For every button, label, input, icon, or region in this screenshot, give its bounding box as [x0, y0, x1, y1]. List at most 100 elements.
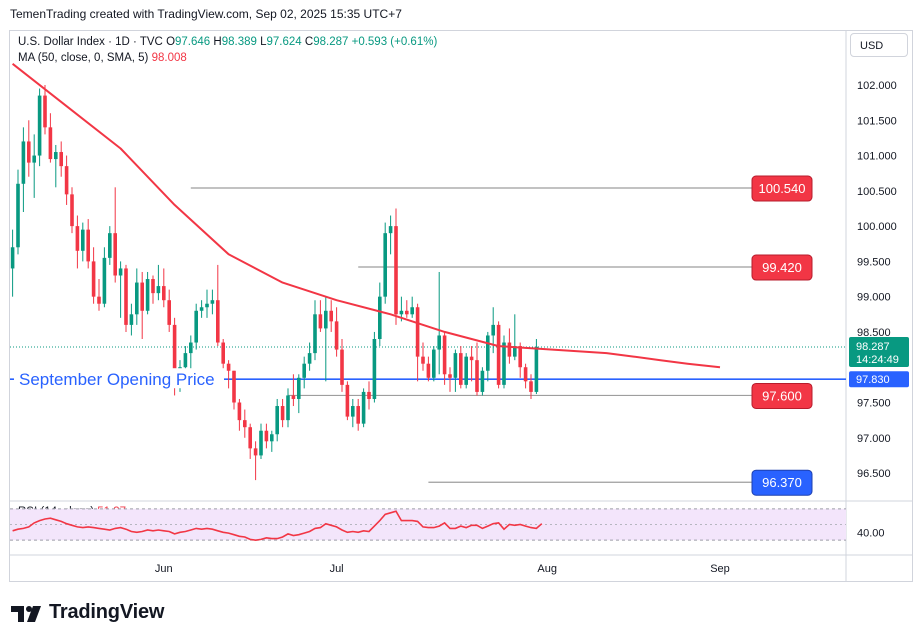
- september-label-bg: [14, 368, 224, 389]
- candle-body: [351, 406, 355, 417]
- y-tick-label: 102.000: [857, 80, 897, 92]
- level-badge: [751, 469, 813, 496]
- candle-body: [480, 370, 485, 392]
- candle-body: [378, 296, 382, 339]
- candle-body: [340, 349, 344, 385]
- candle-body: [518, 346, 522, 368]
- y-tick-label: 97.500: [857, 398, 891, 410]
- candle-body: [361, 391, 366, 424]
- last-price-label: 98.287: [856, 341, 890, 353]
- candle-body: [399, 310, 404, 315]
- high-value: 98.389: [221, 36, 257, 48]
- candle-body: [523, 367, 528, 382]
- candle-body: [221, 342, 225, 364]
- candle-body: [102, 257, 107, 304]
- open-value: 97.646: [175, 36, 211, 48]
- open-label: O: [166, 36, 176, 48]
- x-tick-label: Sep: [710, 563, 730, 575]
- close-label: C: [304, 36, 314, 48]
- y-tick-label: 100.000: [857, 221, 897, 233]
- candle-body: [464, 356, 468, 385]
- candle-body: [124, 268, 128, 325]
- candle-body: [270, 434, 274, 442]
- candle-body: [302, 363, 306, 378]
- candle-body: [507, 342, 512, 357]
- candle-body: [405, 310, 409, 315]
- rsi-tick-label: 40.00: [857, 527, 885, 539]
- candle-body: [275, 406, 279, 435]
- candle-body: [394, 226, 398, 315]
- candle-body: [286, 395, 290, 421]
- candle-body: [59, 152, 63, 167]
- candle-body: [118, 268, 123, 276]
- candle-body: [205, 303, 209, 308]
- close-value: 98.287: [313, 36, 349, 48]
- candle-body: [248, 427, 252, 449]
- candle-body: [475, 360, 479, 392]
- symbol-legend[interactable]: U.S. Dollar Index · 1D · TVC O97.646 H98…: [18, 36, 437, 48]
- september-price-badge: [849, 371, 909, 388]
- candle-body: [167, 300, 171, 325]
- candle-body: [27, 141, 31, 163]
- candle-body: [48, 127, 53, 160]
- candle-body: [291, 395, 296, 399]
- candle-body: [388, 226, 393, 234]
- candle-body: [329, 310, 333, 322]
- y-tick-label: 101.500: [857, 115, 897, 127]
- candle-body: [145, 279, 150, 311]
- september-price-label: 97.830: [856, 374, 890, 386]
- tradingview-logo[interactable]: TradingView: [11, 601, 164, 624]
- y-tick-label: 99.500: [857, 256, 891, 268]
- candle-body: [297, 377, 301, 399]
- x-tick-label: Jul: [330, 563, 344, 575]
- candle-body: [356, 406, 360, 424]
- symbol-name: U.S. Dollar Index · 1D · TVC: [18, 36, 163, 48]
- candle-body: [459, 353, 463, 385]
- candle-body: [469, 356, 474, 361]
- candle-body: [97, 296, 101, 304]
- september-opening-label: September Opening Price: [19, 370, 215, 389]
- candle-body: [75, 226, 80, 251]
- candle-body: [232, 370, 236, 403]
- low-value: 97.624: [266, 36, 302, 48]
- candle-body: [318, 314, 323, 329]
- last-price-badge: [849, 336, 909, 367]
- candle-body: [216, 300, 220, 343]
- low-label: L: [260, 36, 267, 48]
- y-tick-label: 96.500: [857, 468, 891, 480]
- candle-body: [410, 307, 414, 315]
- candle-body: [253, 448, 258, 456]
- candle-body: [448, 374, 452, 378]
- level-badge-label: 100.540: [759, 181, 806, 196]
- candle-body: [156, 286, 161, 294]
- ma-value: 98.008: [151, 52, 187, 64]
- candle-body: [108, 233, 112, 258]
- candle-body: [324, 310, 328, 329]
- candle-body: [151, 279, 155, 294]
- moving-average-line: [11, 63, 721, 369]
- ma-label: MA (50, close, 0, SMA, 5): [18, 52, 149, 64]
- candle-body: [16, 183, 20, 248]
- candle-body: [367, 391, 371, 399]
- candle-body: [437, 335, 441, 350]
- candle-body: [64, 166, 69, 195]
- ma-legend[interactable]: MA (50, close, 0, SMA, 5) 98.008: [18, 52, 187, 64]
- candle-body: [140, 282, 144, 311]
- candle-body: [280, 406, 285, 421]
- change-value: +0.593 (+0.61%): [351, 36, 438, 48]
- y-tick-label: 99.000: [857, 292, 891, 304]
- candle-body: [513, 346, 517, 357]
- candle-body: [426, 363, 431, 378]
- candle-body: [237, 402, 242, 421]
- candle-body: [345, 384, 350, 417]
- candle-body: [442, 335, 447, 375]
- level-badge-label: 97.600: [762, 388, 802, 403]
- level-badge: [751, 175, 813, 202]
- candle-body: [135, 282, 139, 315]
- countdown-label: 14:24:49: [856, 354, 899, 366]
- currency-button[interactable]: USD: [850, 33, 908, 57]
- y-tick-label: 100.500: [857, 186, 897, 198]
- candle-body: [21, 141, 26, 184]
- candle-body: [172, 324, 177, 385]
